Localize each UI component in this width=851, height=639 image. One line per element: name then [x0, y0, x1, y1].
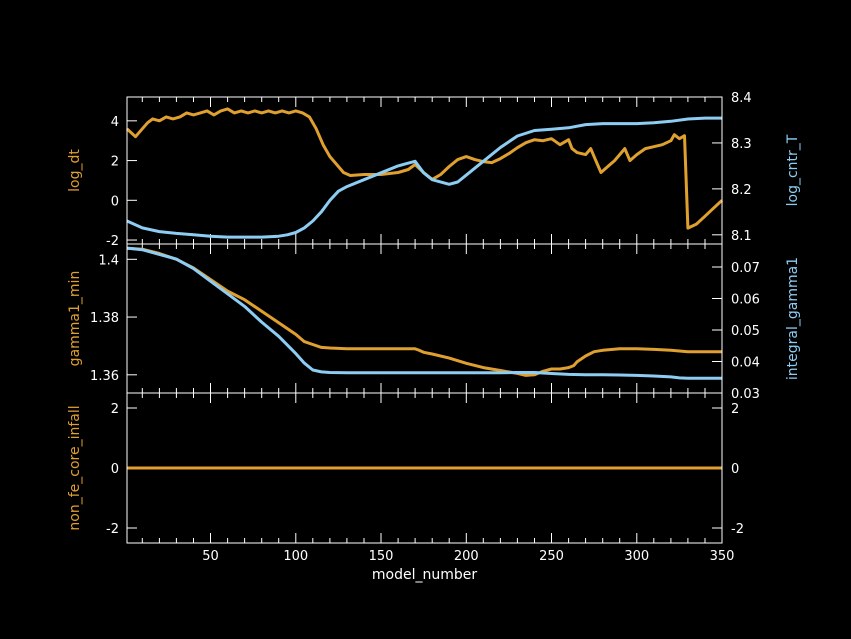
y-axis-title-left: gamma1_min — [67, 271, 83, 367]
x-tick-label: 350 — [710, 549, 735, 564]
x-tick-label: 100 — [283, 549, 308, 564]
y-tick-label-right: 0.06 — [731, 292, 760, 307]
chart-root: -2 0 2 4 8.1 8.2 8.3 8.4 log_dt log_cntr_T 1.36 1.3… — [67, 91, 801, 583]
panel-top: -2 0 2 4 8.1 8.2 8.3 8.4 log_dt log_cntr_T — [67, 91, 801, 249]
series-line-middle-left — [126, 246, 722, 377]
y-tick-label-left: 2 — [111, 155, 119, 170]
x-tick-label: 300 — [624, 549, 649, 564]
y-tick-label-right: 0.07 — [731, 261, 760, 276]
x-tick-label: 50 — [202, 549, 219, 564]
y-axis-title-left: non_fe_core_infall — [67, 405, 83, 530]
y-tick-label-left: 1.36 — [90, 369, 119, 384]
y-tick-label-right: 8.1 — [731, 229, 752, 244]
y-tick-label-left: -2 — [106, 522, 119, 537]
y-tick-label-right: 8.2 — [731, 183, 752, 198]
x-tick-label: 150 — [369, 549, 394, 564]
x-axis-title: model_number — [372, 567, 477, 583]
y-tick-label-left: 2 — [111, 402, 119, 417]
y-tick-label-right: 0 — [731, 462, 739, 477]
y-tick-label-right: 0.05 — [731, 324, 760, 339]
y-axis-title-right: integral_gamma1 — [785, 257, 801, 380]
series-line-middle-right — [126, 246, 722, 380]
y-tick-label-right: 8.4 — [731, 91, 752, 106]
y-tick-label-left: 1.4 — [98, 253, 119, 268]
x-tick-label: 250 — [539, 549, 564, 564]
x-tick-label: 200 — [454, 549, 479, 564]
y-tick-label-left: 0 — [111, 194, 119, 209]
y-tick-label-right: 0.04 — [731, 355, 760, 370]
y-tick-label-left: 1.38 — [90, 311, 119, 326]
y-tick-label-left: 0 — [111, 462, 119, 477]
y-tick-label-left: -2 — [106, 234, 119, 249]
y-tick-label-right: 8.3 — [731, 137, 752, 152]
series-line-top-right — [126, 116, 722, 239]
y-tick-label-right: -2 — [731, 522, 744, 537]
y-axis-title-left: log_dt — [67, 149, 83, 192]
panel-bottom: -2 0 2 -2 0 2 non_fe_core_infall 50 100 150 200 250… — [67, 392, 744, 583]
y-tick-label-right: 2 — [731, 402, 739, 417]
y-axis-title-right: log_cntr_T — [785, 134, 801, 206]
panel-frame — [126, 392, 723, 544]
y-tick-label-left: 4 — [111, 115, 119, 130]
y-tick-label-right: 0.03 — [731, 387, 760, 402]
